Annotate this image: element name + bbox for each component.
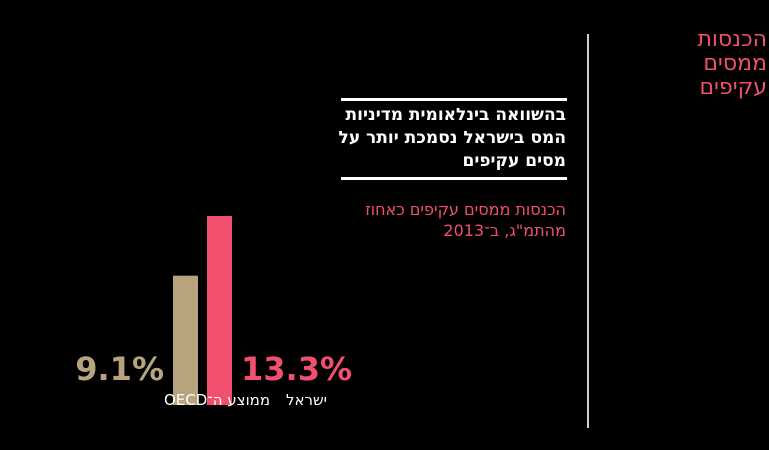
category-label-0: ממוצע ה־OECD — [164, 391, 270, 409]
value-label-1: 13.3% — [241, 350, 352, 388]
bar-1 — [207, 216, 232, 405]
category-label-1: ישראל — [286, 391, 327, 409]
section-title: הכנסות ממסים עקיפים — [697, 27, 767, 100]
chart-title: הכנסות ממסים עקיפים כאחוז מהתמ"ג, ב־2013 — [365, 200, 566, 240]
headline-bottom-rule — [341, 177, 567, 180]
vertical-divider — [587, 34, 589, 428]
headline-top-rule — [341, 98, 567, 101]
bar-0 — [173, 275, 198, 405]
value-label-0: 9.1% — [75, 350, 164, 388]
headline: בהשוואה בינלאומית מדיניות המס בישראל נסמ… — [338, 105, 566, 171]
